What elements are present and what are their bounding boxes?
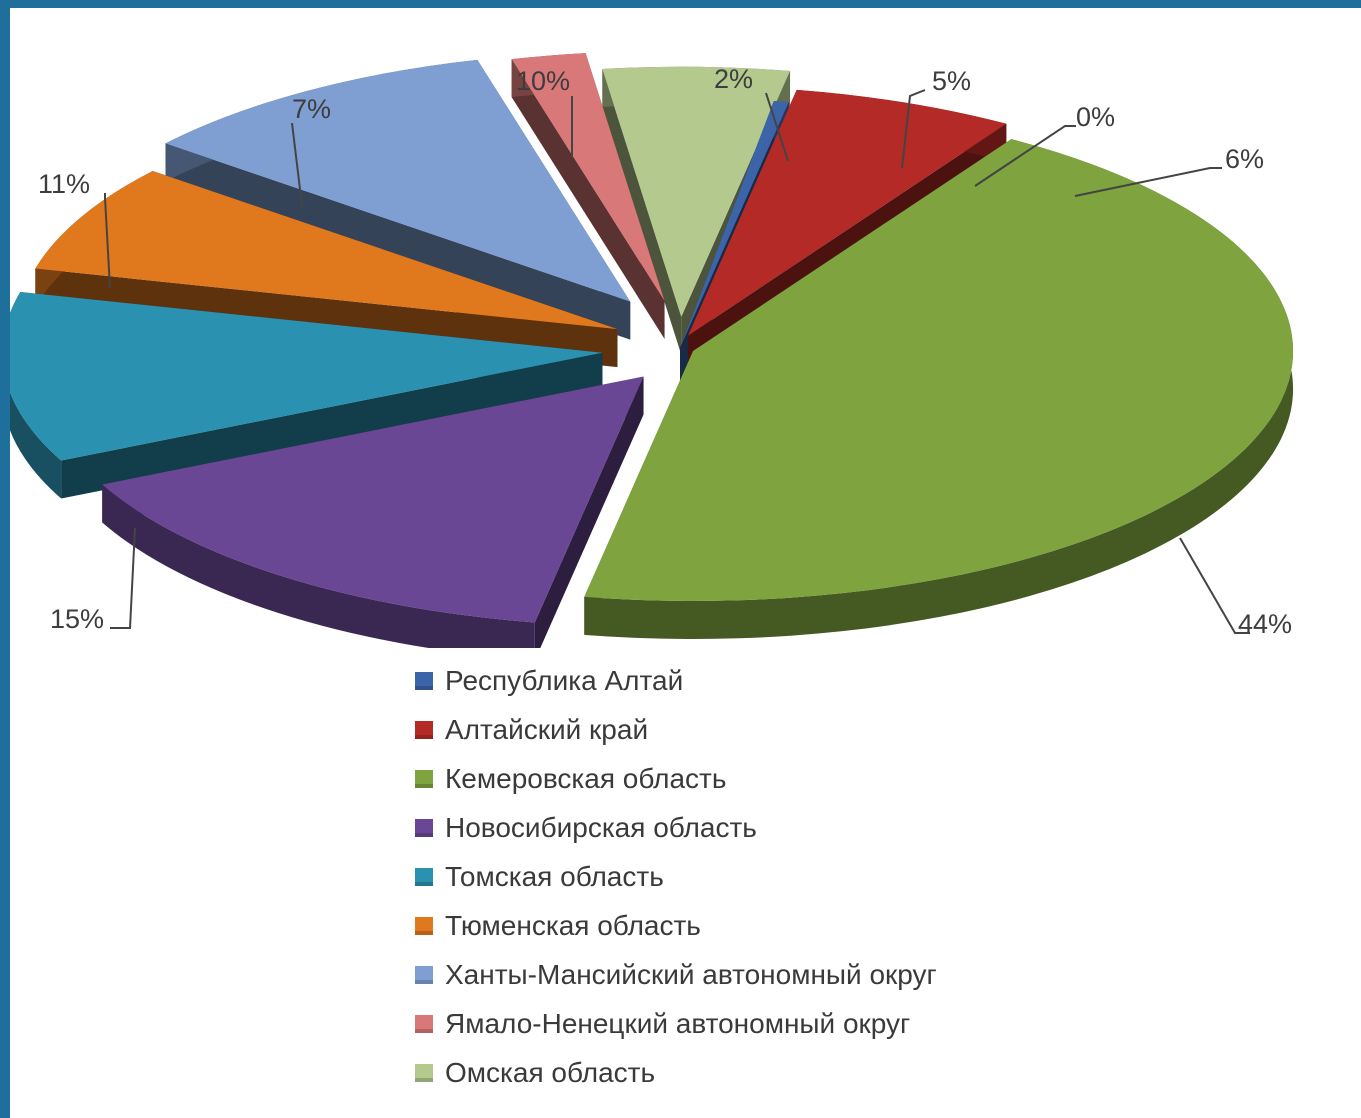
pie-slice-face [602, 68, 682, 355]
legend-label: Томская область [445, 860, 664, 892]
leader-line [110, 527, 136, 629]
data-label: 5% [932, 66, 971, 96]
pie-slice-8 [511, 53, 665, 339]
pie-slice-top [511, 53, 665, 301]
legend-item: Республика Алтай [415, 656, 937, 705]
legend-swatch [415, 769, 433, 788]
pie-slice-top [102, 376, 644, 623]
legend-swatch [415, 1014, 433, 1033]
data-label: 2% [714, 64, 753, 94]
legend: Республика Алтай Алтайский край Кемеровска… [415, 656, 937, 1097]
leader-line [1179, 537, 1250, 634]
pie-slice-side [102, 484, 535, 648]
data-label: 15% [50, 604, 104, 634]
leader-line [291, 122, 303, 207]
pie-slice-face [511, 59, 665, 339]
legend-label: Новосибирская область [445, 811, 757, 843]
chart-frame: 0% 6% 44% 15% 11% 7% 10% 2% 5% Республика Алтай А… [10, 8, 1361, 1118]
legend-item: Ямало-Ненецкий автономный округ [415, 999, 937, 1048]
legend-label: Республика Алтай [445, 664, 684, 696]
pie-slice-top [10, 292, 603, 461]
pie-slice-face [61, 352, 603, 499]
leader-line [765, 92, 789, 162]
pie-slice-5 [10, 292, 603, 499]
pie-slice-top [687, 89, 1007, 336]
legend-item: Томская область [415, 852, 937, 901]
leader-line [104, 193, 111, 289]
pie-slice-top [35, 171, 618, 330]
legend-label: Тюменская область [445, 909, 701, 941]
pie-slice-side [10, 292, 62, 499]
legend-label: Омская область [445, 1056, 656, 1088]
data-label: 10% [516, 66, 570, 96]
legend-swatch [415, 965, 433, 984]
pie-slice-face [534, 376, 644, 648]
data-label: 44% [1238, 609, 1292, 639]
pie-slice-top [165, 59, 631, 302]
legend-item: Новосибирская область [415, 803, 937, 852]
legend-swatch [415, 1063, 433, 1082]
pie-slice-face [165, 143, 631, 340]
legend-label: Алтайский край [445, 713, 649, 745]
legend-item: Алтайский край [415, 705, 937, 754]
data-label: 6% [1225, 144, 1264, 174]
pie-slice-top [584, 139, 1294, 602]
legend-item: Ханты-Мансийский автономный округ [415, 950, 937, 999]
legend-swatch [415, 671, 433, 690]
pie-slice-7 [165, 59, 631, 340]
legend-swatch [415, 916, 433, 935]
pie-slice-top [680, 101, 789, 348]
pie-slice-3 [584, 139, 1294, 640]
leader-line [901, 89, 926, 169]
legend-item: Кемеровская область [415, 754, 937, 803]
leader-line [974, 125, 1076, 187]
legend-label: Ханты-Мансийский автономный округ [445, 958, 937, 990]
leader-line [1074, 167, 1222, 197]
legend-label: Ямало-Ненецкий автономный округ [445, 1007, 911, 1039]
pie-slice-top [602, 66, 791, 317]
legend-swatch [415, 867, 433, 886]
data-label: 7% [292, 94, 331, 124]
legend-label: Кемеровская область [445, 762, 727, 794]
legend-swatch [415, 720, 433, 739]
data-label: 11% [38, 169, 90, 199]
pie-chart: 0% 6% 44% 15% 11% 7% 10% 2% 5% [10, 53, 1294, 648]
legend-item: Омская область [415, 1048, 937, 1097]
data-label: 0% [1076, 102, 1115, 132]
pie-slice-4 [102, 376, 644, 648]
legend-item: Тюменская область [415, 901, 937, 950]
legend-swatch [415, 818, 433, 837]
